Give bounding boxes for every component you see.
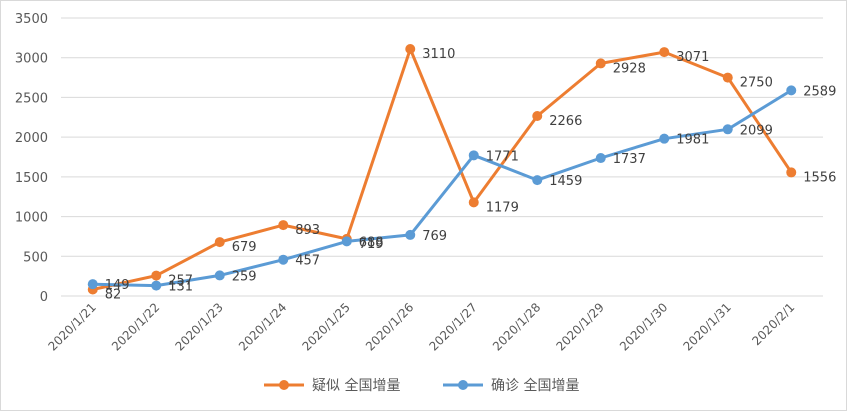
x-tick-label: 2020/1/28 <box>490 300 543 353</box>
data-label: 2750 <box>740 76 773 91</box>
data-point <box>595 153 606 164</box>
data-point <box>595 58 606 69</box>
data-point <box>786 167 797 178</box>
x-tick-label: 2020/1/31 <box>680 300 733 353</box>
data-point <box>468 197 479 208</box>
y-tick-label: 3000 <box>15 52 48 67</box>
data-point <box>87 279 98 290</box>
data-label: 1179 <box>486 200 519 215</box>
y-tick-label: 2500 <box>15 91 48 106</box>
data-point <box>341 236 352 247</box>
data-point <box>278 254 289 265</box>
legend-marker <box>279 380 289 390</box>
data-point <box>468 150 479 161</box>
data-point <box>214 270 225 281</box>
x-tick-label: 2020/1/23 <box>172 300 225 353</box>
data-label: 1459 <box>549 174 582 189</box>
y-tick-label: 500 <box>23 250 48 265</box>
gridlines <box>61 17 823 297</box>
x-tick-label: 2020/1/29 <box>553 300 606 353</box>
data-label: 2928 <box>613 61 646 76</box>
data-point <box>659 47 670 58</box>
series-line <box>91 47 793 291</box>
data-point <box>659 133 670 144</box>
series-1 <box>87 43 797 295</box>
data-point <box>786 85 797 96</box>
x-axis: 2020/1/21 2020/1/22 2020/1/23 2020/1/24 2020… <box>45 300 797 353</box>
data-label: 893 <box>295 223 320 238</box>
data-point <box>405 43 416 54</box>
legend-marker <box>458 380 468 390</box>
x-tick-label: 2020/1/25 <box>299 300 352 353</box>
legend-item-2: 确诊 全国增量 <box>443 377 579 394</box>
x-tick-label: 2020/1/30 <box>617 300 670 353</box>
data-point <box>722 72 733 83</box>
data-point <box>151 270 162 281</box>
legend-label: 疑似 全国增量 <box>312 377 400 394</box>
data-point <box>722 124 733 135</box>
legend-label: 确诊 全国增量 <box>491 377 579 394</box>
legend-item-1: 疑似 全国增量 <box>264 377 400 394</box>
data-label: 719 <box>359 237 384 252</box>
x-tick-label: 2020/2/1 <box>749 300 797 348</box>
data-label: 1981 <box>676 133 709 148</box>
data-label: 769 <box>422 229 447 244</box>
data-label: 1771 <box>486 149 519 164</box>
data-label: 679 <box>232 240 257 255</box>
y-tick-label: 1000 <box>15 211 48 226</box>
data-label: 257 <box>168 274 193 289</box>
data-point <box>278 220 289 231</box>
data-point <box>405 229 416 240</box>
data-label: 457 <box>295 254 320 269</box>
data-point <box>151 280 162 291</box>
data-label: 149 <box>105 278 130 293</box>
data-label: 2266 <box>549 114 582 129</box>
data-label: 1737 <box>613 152 646 167</box>
data-label: 259 <box>232 269 257 284</box>
data-label: 688 <box>359 235 384 250</box>
series-layer: 82 257 679 893 719 3110 1179 2266 2928 3071 2750 15… <box>87 43 836 302</box>
data-label: 131 <box>168 280 193 295</box>
data-label: 3110 <box>422 47 455 62</box>
x-tick-label: 2020/1/27 <box>426 300 479 353</box>
y-axis: 0 500 1000 1500 2000 2500 3000 3500 <box>15 12 48 305</box>
y-tick-label: 2000 <box>15 131 48 146</box>
series-line <box>91 88 793 288</box>
data-label: 1556 <box>803 170 836 185</box>
data-label: 82 <box>105 287 122 302</box>
y-tick-label: 0 <box>40 290 48 305</box>
data-label: 3071 <box>676 50 709 65</box>
data-label: 2099 <box>740 123 773 138</box>
data-point <box>214 237 225 248</box>
data-label: 2589 <box>803 84 836 99</box>
data-point <box>532 111 543 122</box>
y-tick-label: 1500 <box>15 171 48 186</box>
y-tick-label: 3500 <box>15 12 48 27</box>
data-point <box>532 175 543 186</box>
legend: 疑似 全国增量 确诊 全国增量 <box>264 377 579 394</box>
x-tick-label: 2020/1/21 <box>45 300 98 353</box>
x-tick-label: 2020/1/26 <box>363 300 416 353</box>
x-tick-label: 2020/1/22 <box>109 300 162 353</box>
series-2 <box>87 85 797 291</box>
x-tick-label: 2020/1/24 <box>236 300 289 353</box>
